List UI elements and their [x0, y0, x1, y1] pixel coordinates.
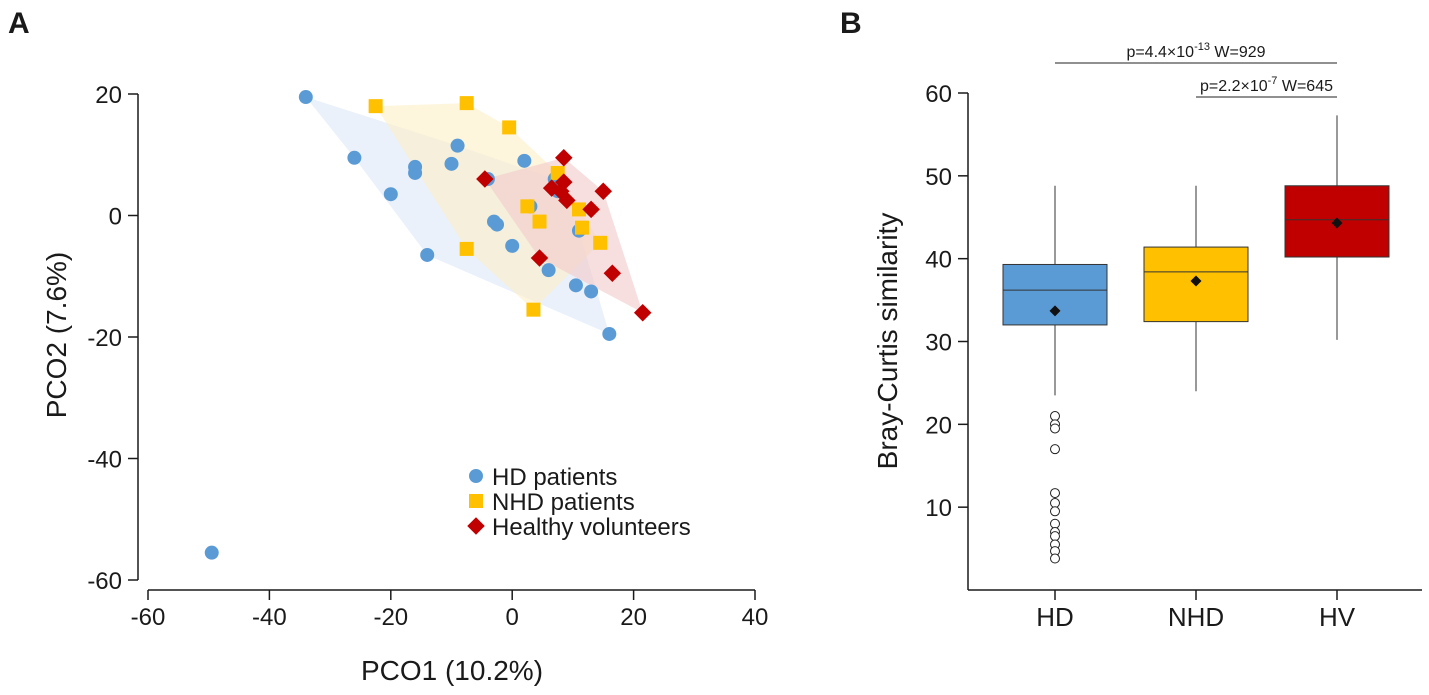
x-tick-label-b: NHD: [1168, 602, 1224, 632]
point-square-2: [502, 120, 517, 135]
point-diamond-6: [582, 200, 600, 219]
legend-marker-circle: [469, 469, 483, 483]
point-circle-14: [541, 263, 556, 278]
x-tick-label-a: 40: [742, 604, 769, 631]
outlier-point: [1050, 488, 1060, 499]
x-axis-label-a: PCO1 (10.2%): [361, 655, 543, 686]
outlier-point: [1050, 411, 1060, 422]
y-axis-label-b: Bray-Curtis similarity: [872, 213, 903, 470]
point-diamond-8: [530, 249, 549, 267]
p-value-exponent: -7: [1268, 75, 1278, 87]
point-circle-4: [408, 165, 423, 180]
x-tick-label-b: HD: [1036, 602, 1074, 632]
point-square-7: [575, 220, 590, 235]
mean-marker: [1190, 275, 1202, 287]
point-circle-21: [204, 545, 219, 560]
mean-marker: [1049, 305, 1061, 317]
outlier-point: [1050, 423, 1060, 434]
mean-marker: [1331, 217, 1343, 229]
ticks-b: 10 20 30 40 50 60 HD NHD HV: [925, 81, 1355, 632]
point-circle-12: [517, 153, 532, 168]
x-tick-label-a: 0: [506, 604, 519, 631]
legend-marker-diamond: [467, 517, 485, 535]
point-square-4: [520, 199, 535, 214]
y-axis-label-a: PCO2 (7.6%): [41, 252, 72, 419]
y-tick-label-a: -20: [87, 325, 122, 352]
point-circle-19: [584, 284, 599, 299]
point-circle-18: [568, 278, 583, 293]
w-statistic: W=929: [1210, 44, 1266, 61]
legend-label: Healthy volunteers: [492, 514, 691, 541]
point-square-0: [368, 99, 383, 114]
significance-brackets: p=4.4×10-13 W=929 p=2.2×10-7 W=645: [1055, 41, 1337, 98]
outlier-point: [1050, 498, 1060, 509]
y-tick-label-b: 40: [925, 247, 952, 274]
point-circle-7: [420, 247, 435, 262]
panel-label-a: A: [8, 7, 30, 40]
outlier-point: [1050, 553, 1060, 564]
point-circle-1: [347, 150, 362, 165]
w-statistic: W=645: [1277, 78, 1333, 95]
outlier-point: [1050, 506, 1060, 517]
outlier-point: [1050, 531, 1060, 542]
point-circle-0: [298, 90, 313, 105]
point-circle-20: [602, 326, 617, 341]
y-tick-label-a: -40: [87, 447, 122, 474]
p-value-base: p=4.4×10: [1126, 44, 1194, 61]
y-tick-label-a: -60: [87, 568, 122, 595]
point-circle-11: [505, 238, 520, 253]
point-square-5: [532, 214, 547, 229]
p-value-exponent: -13: [1194, 41, 1210, 53]
box-layer: [1002, 115, 1390, 564]
point-layer: [204, 90, 652, 560]
point-diamond-5: [558, 191, 576, 210]
point-square-10: [526, 302, 541, 317]
bray-curtis-boxplot: 10 20 30 40 50 60 HD NHD HV p=4.4×10-13 W=929 p=2…: [872, 41, 1422, 632]
point-diamond-0: [555, 149, 573, 167]
point-square-9: [459, 241, 474, 256]
point-circle-6: [450, 138, 465, 153]
point-square-6: [571, 202, 586, 217]
y-tick-label-b: 10: [925, 495, 952, 522]
outlier-point: [1050, 518, 1060, 529]
point-circle-10: [490, 217, 505, 232]
ticks-a: -60 -40 -20 0 20 40 20 0 -20 -40 -60: [87, 82, 768, 631]
point-diamond-1: [476, 170, 494, 188]
y-tick-label-a: 20: [95, 82, 122, 109]
point-diamond-10: [633, 303, 652, 322]
y-tick-label-b: 60: [925, 81, 952, 108]
legend-marker-square: [469, 494, 483, 508]
y-tick-label-b: 20: [925, 412, 952, 439]
y-tick-label-a: 0: [109, 204, 122, 231]
x-tick-label-a: -60: [131, 604, 166, 631]
point-circle-5: [444, 156, 459, 171]
legend-label: HD patients: [492, 464, 617, 491]
legend-label: NHD patients: [492, 489, 635, 516]
point-diamond-4: [555, 173, 573, 191]
x-tick-label-b: HV: [1319, 602, 1356, 632]
point-circle-2: [383, 187, 398, 202]
x-tick-label-a: -40: [252, 604, 287, 631]
panel-label-b: B: [840, 7, 862, 40]
point-square-8: [593, 235, 608, 250]
point-square-1: [459, 96, 474, 111]
y-tick-label-b: 30: [925, 330, 952, 357]
x-tick-label-a: 20: [620, 604, 647, 631]
y-tick-label-b: 50: [925, 164, 952, 191]
point-diamond-9: [603, 264, 622, 282]
outlier-point: [1050, 444, 1060, 455]
comparison-stat: p=2.2×10-7 W=645: [1200, 75, 1333, 95]
comparison-stat: p=4.4×10-13 W=929: [1126, 41, 1265, 61]
x-tick-label-a: -20: [373, 604, 408, 631]
axes-b: [967, 93, 1422, 591]
p-value-base: p=2.2×10: [1200, 78, 1268, 95]
point-diamond-7: [594, 182, 612, 200]
box-NHD: [1143, 246, 1249, 323]
